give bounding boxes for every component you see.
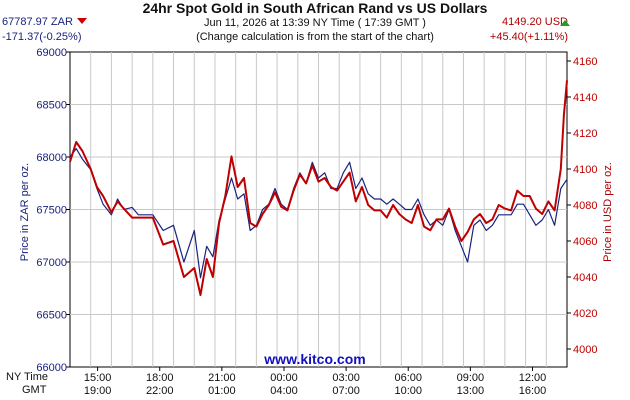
left-tick-label: 68000 — [36, 152, 67, 164]
x-tick-label-gmt: 07:00 — [332, 385, 360, 397]
x-tick-label-ny: 12:00 — [519, 372, 547, 384]
usd-price-line: 4149.20 USD — [502, 16, 568, 29]
x-tick-label-ny: 06:00 — [394, 372, 422, 384]
right-axis-ticks: 4000 4020 4040 4060 4080 4100 4120 4140 4160 — [567, 56, 597, 356]
left-tick-label: 68500 — [36, 100, 67, 112]
right-tick-label: 4040 — [573, 272, 597, 284]
zar-series-line — [69, 148, 568, 279]
right-tick-label: 4000 — [573, 344, 597, 356]
gmt-label: GMT — [22, 384, 47, 396]
x-tick-label-ny: 00:00 — [270, 372, 298, 384]
grid-lines — [70, 52, 567, 367]
usd-price: 4149.20 USD — [501, 16, 568, 28]
chart-title: 24hr Spot Gold in South African Rand vs … — [142, 0, 488, 16]
right-tick-label: 4160 — [573, 56, 597, 68]
right-tick-label: 4020 — [573, 308, 597, 320]
x-tick-label-gmt: 16:00 — [519, 385, 547, 397]
x-tick-label-gmt: 22:00 — [146, 385, 174, 397]
x-tick-label-ny: 21:00 — [208, 372, 236, 384]
change-note: (Change calculation is from the start of… — [196, 31, 434, 43]
x-tick-label-gmt: 04:00 — [270, 385, 298, 397]
x-tick-label-gmt: 10:00 — [394, 385, 422, 397]
right-tick-label: 4100 — [573, 164, 597, 176]
down-arrow-icon — [76, 18, 87, 24]
left-tick-label: 67500 — [36, 205, 67, 217]
right-tick-label: 4060 — [573, 236, 597, 248]
right-axis-label: Price in USD per oz. — [602, 162, 614, 262]
series-lines — [69, 80, 568, 296]
x-tick-label-gmt: 19:00 — [84, 385, 112, 397]
left-tick-label: 66500 — [36, 310, 67, 322]
chart-datetime: Jun 11, 2026 at 13:39 NY Time ( 17:39 GM… — [204, 17, 426, 29]
x-tick-label-gmt: 13:00 — [457, 385, 485, 397]
left-tick-label: 66000 — [36, 362, 67, 374]
left-axis-ticks: 66000 66500 67000 67500 68000 68500 69000 — [36, 47, 70, 374]
usd-change: +45.40(+1.11%) — [489, 31, 568, 43]
left-tick-label: 69000 — [36, 47, 67, 59]
kitco-watermark: www.kitco.com — [264, 351, 366, 367]
ny-time-label: NY Time — [6, 371, 48, 383]
x-tick-label-ny: 09:00 — [457, 372, 485, 384]
right-tick-label: 4140 — [573, 92, 597, 104]
zar-price: 67787.97 ZAR — [2, 16, 73, 28]
right-tick-label: 4120 — [573, 128, 597, 140]
left-tick-label: 67000 — [36, 257, 67, 269]
right-tick-label: 4080 — [573, 200, 597, 212]
x-tick-label-gmt: 01:00 — [208, 385, 236, 397]
x-tick-label-ny: 15:00 — [84, 372, 112, 384]
up-arrow-icon — [560, 20, 570, 26]
x-tick-label-ny: 03:00 — [332, 372, 360, 384]
usd-series-line — [69, 80, 568, 296]
zar-price-line: 67787.97 ZAR — [2, 16, 87, 29]
zar-change: -171.37(-0.25%) — [2, 31, 82, 43]
left-axis-label: Price in ZAR per oz. — [19, 162, 31, 262]
x-tick-label-ny: 18:00 — [146, 372, 174, 384]
